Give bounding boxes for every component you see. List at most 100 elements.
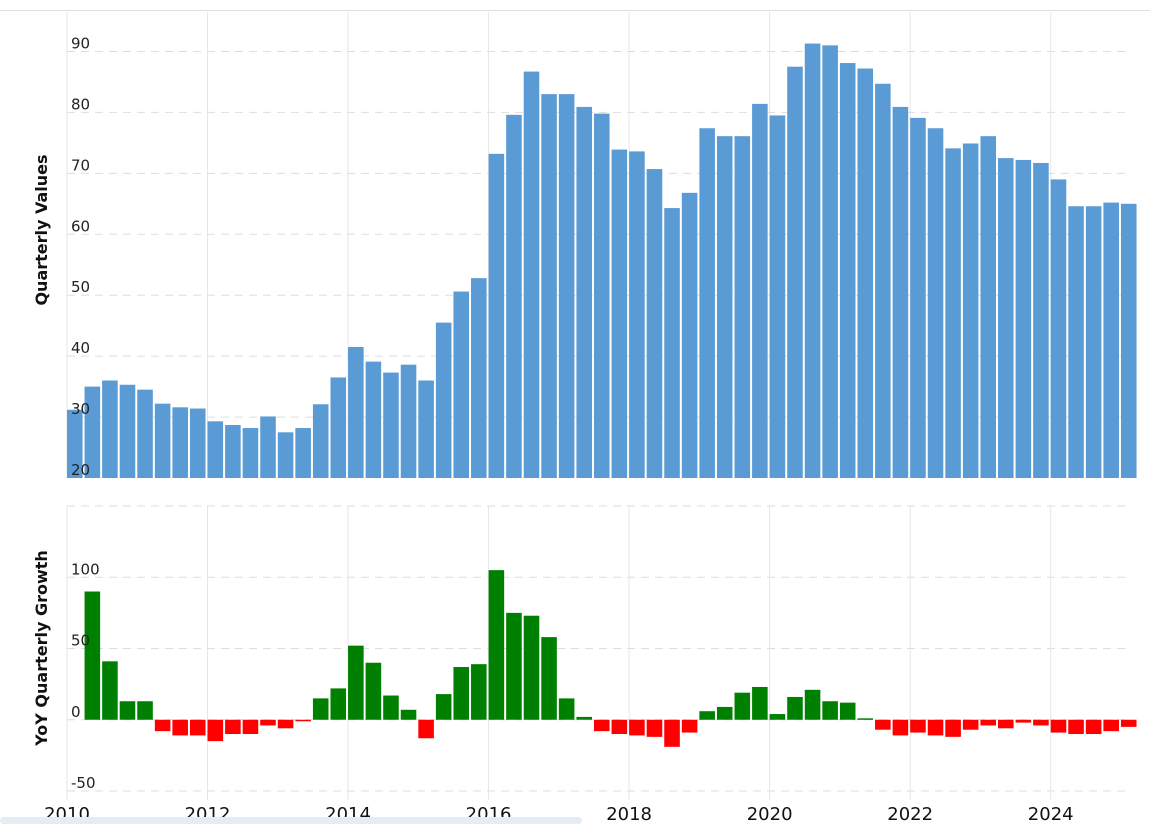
- value-bar: [1085, 206, 1102, 478]
- growth-bar-positive: [769, 714, 786, 720]
- value-bar: [593, 113, 610, 479]
- growth-bar-negative: [629, 719, 645, 736]
- growth-bar-positive: [348, 645, 364, 720]
- growth-bar-positive: [383, 695, 399, 720]
- value-bar: [435, 322, 452, 478]
- value-bar: [962, 143, 979, 478]
- growth-bar-negative: [260, 719, 276, 726]
- value-bar: [629, 151, 645, 478]
- value-bar: [857, 68, 874, 478]
- value-bar: [875, 83, 891, 479]
- value-bar: [312, 404, 329, 478]
- growth-bar-negative: [910, 719, 926, 733]
- y-tick-label-top: 30: [71, 400, 90, 418]
- y-tick-label-top: 40: [71, 339, 90, 357]
- growth-bar-positive: [857, 718, 874, 720]
- value-bar: [277, 432, 294, 478]
- growth-bar-negative: [927, 719, 944, 736]
- value-bar: [1120, 203, 1137, 479]
- growth-bar-positive: [787, 696, 803, 720]
- value-bar: [137, 389, 153, 478]
- y-tick-label-top: 50: [71, 278, 90, 296]
- growth-bar-negative: [189, 719, 206, 736]
- value-bar: [541, 94, 557, 479]
- y-tick-label-bottom: 50: [71, 632, 90, 650]
- value-bar: [734, 136, 751, 478]
- growth-bar-positive: [716, 706, 733, 720]
- growth-bar-positive: [471, 664, 487, 720]
- value-bar: [804, 43, 821, 478]
- x-tick-label: 2020: [747, 804, 793, 824]
- value-bar: [295, 428, 311, 478]
- growth-bar-positive: [752, 686, 768, 720]
- y-tick-label-top: 20: [71, 461, 90, 479]
- growth-bar-positive: [523, 615, 540, 720]
- growth-bar-negative: [225, 719, 241, 734]
- growth-bar-positive: [400, 709, 417, 720]
- growth-bar-positive: [137, 701, 153, 720]
- growth-bar-negative: [980, 719, 997, 726]
- growth-bar-positive: [84, 591, 101, 720]
- value-bar: [67, 409, 83, 478]
- y-tick-label-top: 60: [71, 217, 90, 235]
- growth-bar-negative: [681, 719, 698, 733]
- growth-bar-negative: [611, 719, 628, 734]
- growth-bar-positive: [558, 698, 575, 720]
- x-tick-label: 2022: [887, 804, 933, 824]
- growth-bar-positive: [839, 702, 856, 720]
- growth-bar-positive: [330, 688, 347, 720]
- value-bar: [681, 192, 698, 478]
- growth-bar-negative: [998, 719, 1014, 729]
- growth-bar-negative: [207, 719, 224, 742]
- value-bar: [1068, 206, 1084, 478]
- growth-bar-negative: [1103, 719, 1119, 732]
- growth-bar-negative: [1120, 719, 1137, 727]
- growth-bar-negative: [593, 719, 610, 732]
- growth-bar-positive: [102, 661, 118, 720]
- value-bar: [84, 386, 101, 478]
- growth-bar-positive: [312, 698, 329, 720]
- value-bar: [892, 106, 909, 478]
- value-bar: [839, 63, 856, 478]
- value-bar: [699, 128, 715, 478]
- horizontal-scrollbar[interactable]: [0, 817, 582, 824]
- value-bar: [242, 428, 259, 478]
- x-tick-label: 2018: [606, 804, 652, 824]
- growth-bar-negative: [1033, 719, 1049, 726]
- growth-bar-negative: [945, 719, 961, 737]
- growth-bar-negative: [892, 719, 909, 736]
- y-tick-label-top: 80: [71, 95, 90, 113]
- value-bar: [611, 149, 628, 478]
- growth-bar-negative: [646, 719, 663, 737]
- value-bar: [576, 106, 592, 478]
- value-bar: [927, 128, 944, 478]
- y-axis-title-top: Quarterly Values: [32, 154, 51, 305]
- growth-bar-positive: [699, 711, 715, 720]
- growth-bar-positive: [453, 667, 470, 720]
- value-bar: [998, 158, 1014, 478]
- growth-bar-negative: [1015, 719, 1032, 723]
- value-bar: [1015, 159, 1032, 479]
- value-bar: [646, 169, 663, 478]
- value-bar: [119, 384, 136, 478]
- value-bar: [506, 114, 522, 478]
- value-bar: [383, 372, 399, 478]
- value-bar: [1050, 179, 1067, 478]
- growth-bar-negative: [242, 719, 259, 734]
- value-bar: [980, 136, 997, 478]
- growth-bar-negative: [154, 719, 171, 732]
- value-bar: [330, 377, 347, 478]
- growth-bar-negative: [962, 719, 979, 730]
- value-bar: [154, 403, 171, 478]
- growth-bar-positive: [576, 716, 592, 720]
- value-bar: [488, 153, 505, 479]
- growth-bar-positive: [488, 570, 505, 720]
- growth-bar-positive: [365, 662, 382, 720]
- growth-bar-positive: [119, 701, 136, 720]
- growth-bar-positive: [734, 692, 751, 720]
- quarterly-values-panel: 20 30 40 50 60 70 80 90: [67, 34, 1137, 479]
- value-bar: [189, 408, 206, 478]
- growth-bar-negative: [1050, 719, 1067, 733]
- growth-bar-negative: [664, 719, 680, 747]
- value-bar: [787, 66, 803, 478]
